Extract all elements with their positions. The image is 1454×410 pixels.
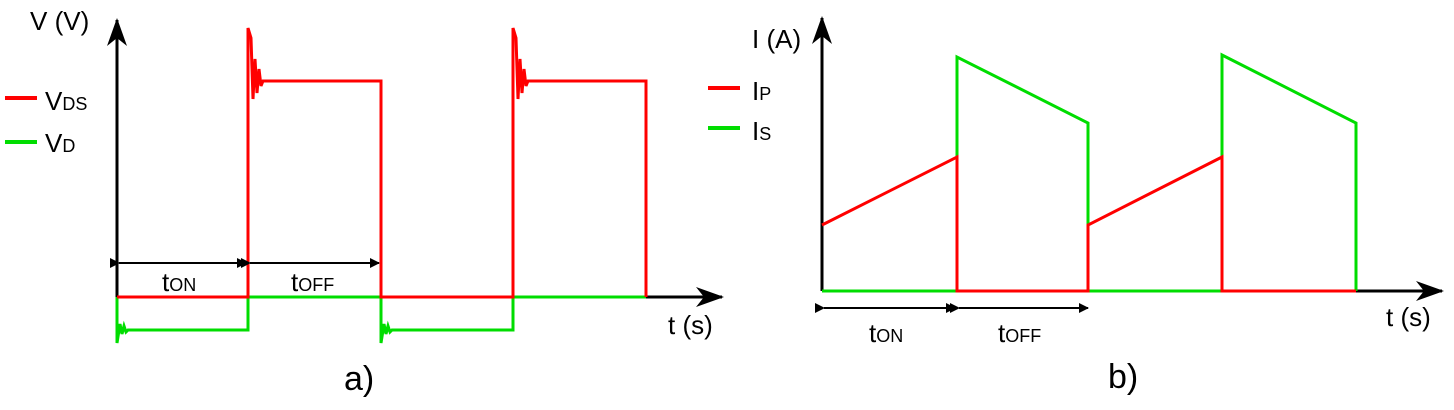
caption: b) <box>1108 358 1138 396</box>
toff-label: tOFF <box>291 267 334 297</box>
panel-b-current: I (A) t (s) b) tON tOFF IP IS <box>708 16 1444 396</box>
ip-waveform <box>821 154 1356 293</box>
x-axis-label: t (s) <box>668 310 713 340</box>
legend-label-ip: IP <box>752 76 771 106</box>
ton-label: tON <box>869 318 903 348</box>
toff-label: tOFF <box>998 318 1041 348</box>
x-axis-label: t (s) <box>1386 302 1431 332</box>
y-axis-label: V (V) <box>30 6 89 36</box>
panel-a-voltage: V (V) t (s) a) tON tOFF VDS VD <box>5 6 724 398</box>
vds-waveform <box>117 27 648 299</box>
ton-label: tON <box>162 267 196 297</box>
legend-label-is: IS <box>752 116 771 146</box>
legend-label-vd: VD <box>45 128 75 158</box>
y-axis-label: I (A) <box>752 24 801 54</box>
legend-label-vds: VDS <box>45 86 87 116</box>
caption: a) <box>344 360 374 398</box>
vd-waveform <box>115 295 646 344</box>
